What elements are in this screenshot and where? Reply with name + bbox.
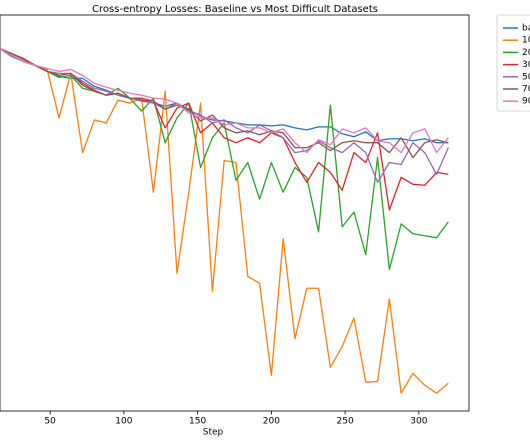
line-series — [0, 48, 449, 154]
line-series — [0, 48, 449, 183]
legend-label: ba — [522, 24, 530, 34]
plot-frame — [0, 14, 470, 412]
line-series — [0, 48, 449, 394]
plot-lines — [0, 48, 449, 394]
line-series — [0, 48, 449, 271]
x-axis-label: Step — [203, 428, 224, 438]
x-tick-label: 100 — [115, 417, 132, 427]
legend-label: 20 — [522, 48, 530, 58]
x-tick-label: 50 — [44, 417, 56, 427]
x-tick-label: 300 — [410, 417, 427, 427]
chart-title: Cross-entropy Losses: Baseline vs Most D… — [92, 4, 378, 15]
legend-box — [496, 14, 530, 112]
legend-label: 70 — [522, 85, 530, 95]
x-tick-label: 250 — [337, 417, 354, 427]
legend-label: 10 — [522, 36, 530, 46]
x-tick-label: 150 — [189, 417, 206, 427]
line-series — [0, 48, 449, 159]
legend-label: 50 — [522, 72, 530, 82]
line-series — [0, 48, 449, 144]
x-tick-label: 200 — [263, 417, 280, 427]
legend-label: 30 — [522, 60, 530, 70]
legend-label: 90 — [522, 97, 530, 107]
